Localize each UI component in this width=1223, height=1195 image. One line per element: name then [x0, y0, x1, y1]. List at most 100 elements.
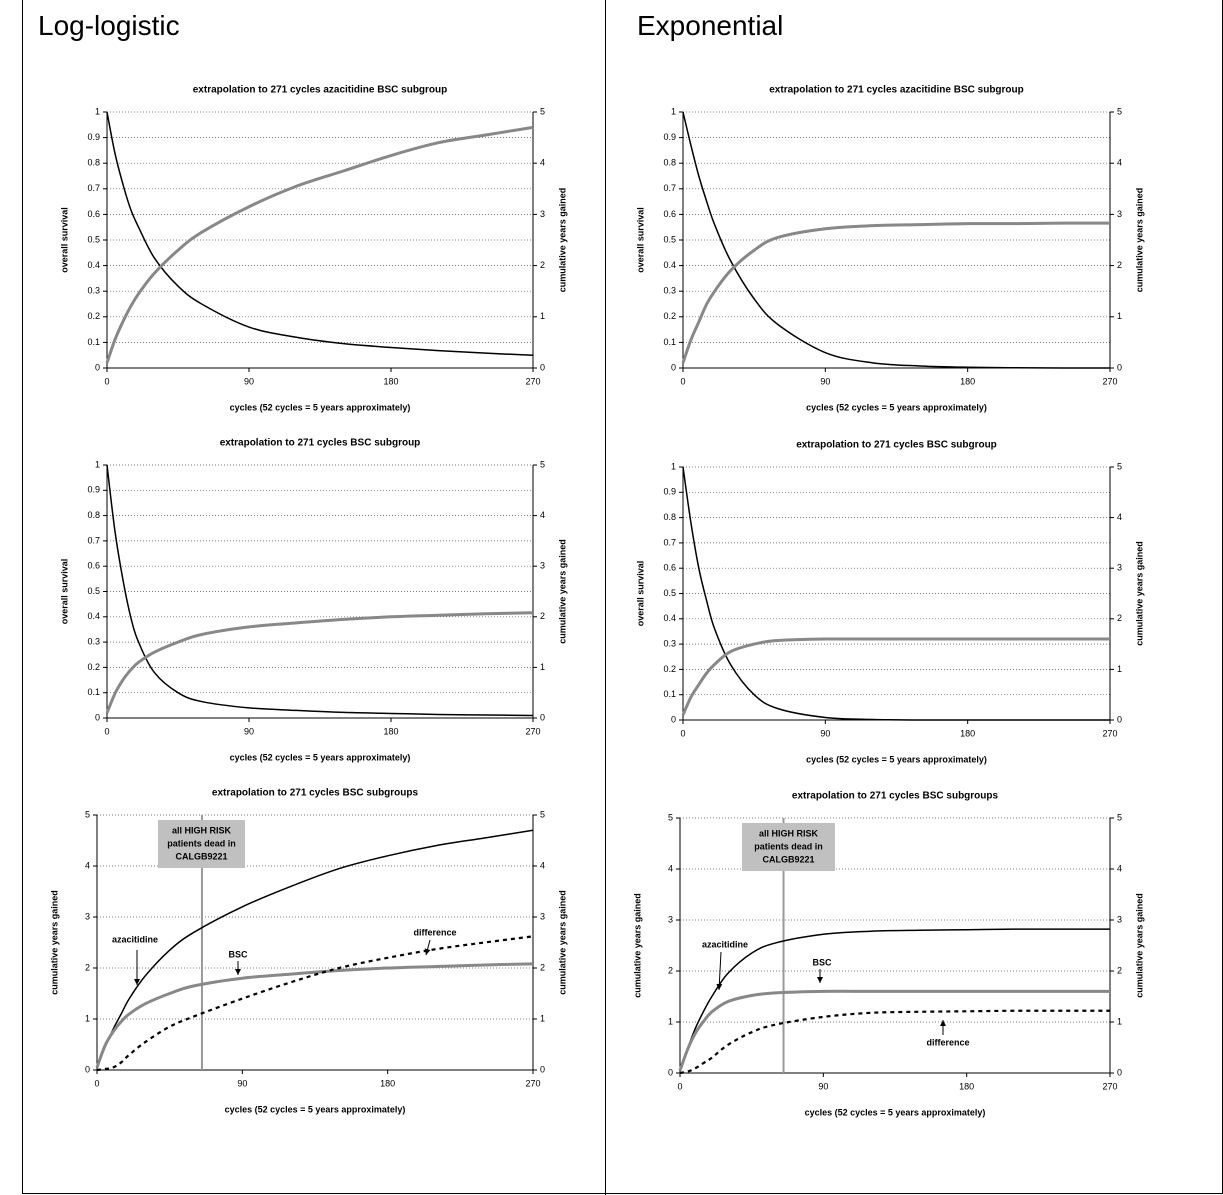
x-tick-label: 0 — [677, 1081, 682, 1091]
x-tick-label: 270 — [1102, 1081, 1117, 1091]
y2-tick-label: 3 — [1117, 209, 1122, 219]
y-tick-label: 0.8 — [87, 510, 100, 520]
y-tick-label: 1 — [95, 459, 100, 469]
y-tick-label: 1 — [671, 461, 676, 471]
y-tick-label: 0 — [85, 1064, 90, 1074]
annotation-box — [742, 823, 835, 871]
series-line — [105, 611, 534, 714]
y-tick-label: 0.3 — [87, 636, 100, 646]
x-tick-label: 180 — [960, 728, 975, 738]
label-arrow — [424, 939, 431, 956]
y-tick-label: 0.7 — [87, 535, 100, 545]
y2-tick-label: 3 — [540, 209, 545, 219]
y-tick-label: 0.5 — [663, 234, 676, 244]
y-tick-label: 4 — [85, 860, 90, 870]
y2-tick-label: 4 — [540, 860, 545, 870]
y2-tick-label: 4 — [1117, 512, 1122, 522]
y2-tick-label: 1 — [540, 1013, 545, 1023]
y-axis-label: cumulative years gained — [632, 893, 642, 998]
x-tick-label: 0 — [104, 376, 109, 386]
y-tick-label: 0 — [95, 712, 100, 722]
y2-tick-label: 5 — [1117, 461, 1122, 471]
y-tick-label: 4 — [668, 863, 673, 873]
chart-title: extrapolation to 271 cycles BSC subgroup… — [212, 788, 419, 799]
annotation-text: CALGB9221 — [175, 851, 227, 861]
y-tick-label: 0 — [671, 362, 676, 372]
x-tick-label: 180 — [383, 726, 398, 736]
y-tick-label: 0.4 — [87, 611, 100, 621]
y2-tick-label: 2 — [1117, 260, 1122, 270]
x-tick-label: 180 — [960, 376, 975, 386]
y2-tick-label: 3 — [540, 561, 545, 571]
y2-tick-label: 0 — [1117, 362, 1122, 372]
y-tick-label: 0.8 — [87, 158, 100, 168]
y-axis-label: cumulative years gained — [49, 890, 59, 995]
series-line — [681, 637, 1110, 716]
y-tick-label: 0 — [95, 362, 100, 372]
x-tick-label: 270 — [525, 726, 540, 736]
y-tick-label: 5 — [85, 809, 90, 819]
series-line — [106, 464, 534, 717]
series-line — [95, 962, 534, 1068]
y-tick-label: 0.2 — [663, 664, 676, 674]
y-tick-label: 0.4 — [663, 260, 676, 270]
y2-tick-label: 5 — [540, 459, 545, 469]
y2-tick-label: 2 — [540, 611, 545, 621]
chart-title: extrapolation to 271 cycles azacitidine … — [769, 85, 1024, 96]
x-axis-label: cycles (52 cycles = 5 years approximatel… — [230, 402, 411, 412]
y2-tick-label: 2 — [540, 260, 545, 270]
y2-tick-label: 5 — [1117, 106, 1122, 116]
y-tick-label: 0.2 — [87, 662, 100, 672]
y2-axis-label: cumulative years gained — [557, 188, 567, 293]
y2-axis-label: cumulative years gained — [1134, 541, 1144, 646]
y-tick-label: 0.3 — [663, 286, 676, 296]
column-divider — [605, 0, 606, 1195]
y-tick-label: 0.3 — [663, 638, 676, 648]
y-tick-label: 0.2 — [87, 311, 100, 321]
y-tick-label: 3 — [85, 911, 90, 921]
x-axis-label: cycles (52 cycles = 5 years approximatel… — [230, 752, 411, 762]
y-tick-label: 0.1 — [663, 689, 676, 699]
y2-tick-label: 0 — [540, 1064, 545, 1074]
y-tick-label: 0.1 — [663, 337, 676, 347]
x-axis-label: cycles (52 cycles = 5 years approximatel… — [806, 402, 987, 412]
x-tick-label: 90 — [244, 726, 254, 736]
chart-title: extrapolation to 271 cycles BSC subgroup… — [792, 791, 999, 802]
y-tick-label: 0.5 — [663, 588, 676, 598]
annotation-box — [158, 820, 245, 868]
y-tick-label: 0.7 — [663, 537, 676, 547]
series-line — [679, 928, 1110, 1071]
x-axis-label: cycles (52 cycles = 5 years approximatel… — [805, 1107, 986, 1117]
y2-tick-label: 4 — [1117, 863, 1122, 873]
x-tick-label: 90 — [820, 728, 830, 738]
y-tick-label: 0.5 — [87, 586, 100, 596]
x-tick-label: 90 — [818, 1081, 828, 1091]
y-tick-label: 0 — [671, 714, 676, 724]
series-line — [679, 1009, 1110, 1075]
y-tick-label: 0.8 — [663, 512, 676, 522]
column-heading: Log-logistic — [38, 10, 180, 41]
y-tick-label: 2 — [85, 962, 90, 972]
x-tick-label: 180 — [380, 1078, 395, 1088]
series-line — [682, 111, 1111, 369]
chart-title: extrapolation to 271 cycles azacitidine … — [193, 85, 448, 96]
y-tick-label: 1 — [85, 1013, 90, 1023]
series-line — [682, 466, 1110, 721]
series-label: BSC — [228, 949, 248, 959]
y2-tick-label: 2 — [1117, 613, 1122, 623]
y-tick-label: 0.7 — [663, 183, 676, 193]
y-tick-label: 0.7 — [87, 183, 100, 193]
y2-tick-label: 4 — [540, 158, 545, 168]
y-axis-label: overall survival — [635, 561, 645, 627]
x-tick-label: 0 — [104, 726, 109, 736]
y-tick-label: 5 — [668, 812, 673, 822]
y-tick-label: 0.6 — [663, 209, 676, 219]
y-tick-label: 0.8 — [663, 158, 676, 168]
series-line — [96, 829, 534, 1068]
y-axis-label: overall survival — [59, 559, 69, 625]
y2-tick-label: 0 — [540, 362, 545, 372]
y-tick-label: 0.2 — [663, 311, 676, 321]
chart-title: extrapolation to 271 cycles BSC subgroup — [220, 438, 421, 449]
